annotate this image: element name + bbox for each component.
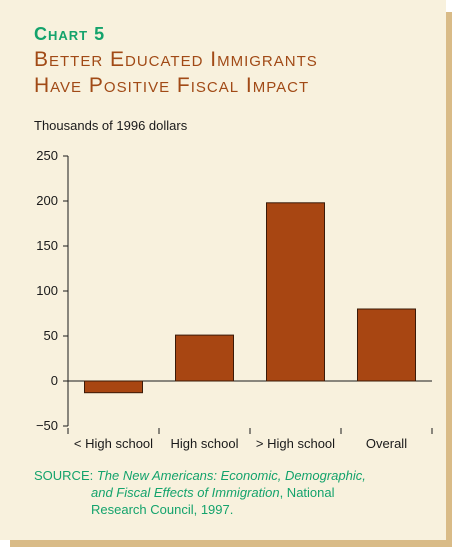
panel-shadow-bottom [10,540,452,547]
source-prefix: SOURCE: [34,468,94,483]
y-tick-label: 250 [36,148,58,163]
source-citation-line1: The New Americans: Economic, Demographic… [96,468,366,483]
y-tick-label: 100 [36,283,58,298]
y-tick-label: 200 [36,193,58,208]
x-tick-label: Overall [366,436,407,451]
source-note: SOURCE: The New Americans: Economic, Dem… [34,467,434,518]
y-tick-label: −50 [36,418,58,433]
panel-shadow-right [446,12,452,546]
bar [357,308,416,382]
y-tick-label: 150 [36,238,58,253]
bar [84,380,143,394]
source-line2-suffix: , National [279,485,335,500]
bar [175,334,234,382]
y-tick-label: 0 [51,373,58,388]
units-label: Thousands of 1996 dollars [34,118,188,133]
x-tick-label: < High school [74,436,153,451]
y-tick-label: 50 [44,328,58,343]
chart-number: Chart 5 [34,24,106,44]
source-line3: Research Council, 1997. [91,502,234,517]
x-tick-label: High school [171,436,239,451]
chart-title: Better Educated Immigrants Have Positive… [34,47,434,99]
source-line2: and Fiscal Effects of Immigration, Natio… [34,484,434,501]
bar [266,202,325,382]
source-citation-line2: and Fiscal Effects of Immigration [91,485,280,500]
chart-title-line1: Better Educated Immigrants [34,48,318,71]
x-tick-label: > High school [256,436,335,451]
chart-title-line2: Have Positive Fiscal Impact [34,74,310,97]
chart-panel [0,0,446,540]
